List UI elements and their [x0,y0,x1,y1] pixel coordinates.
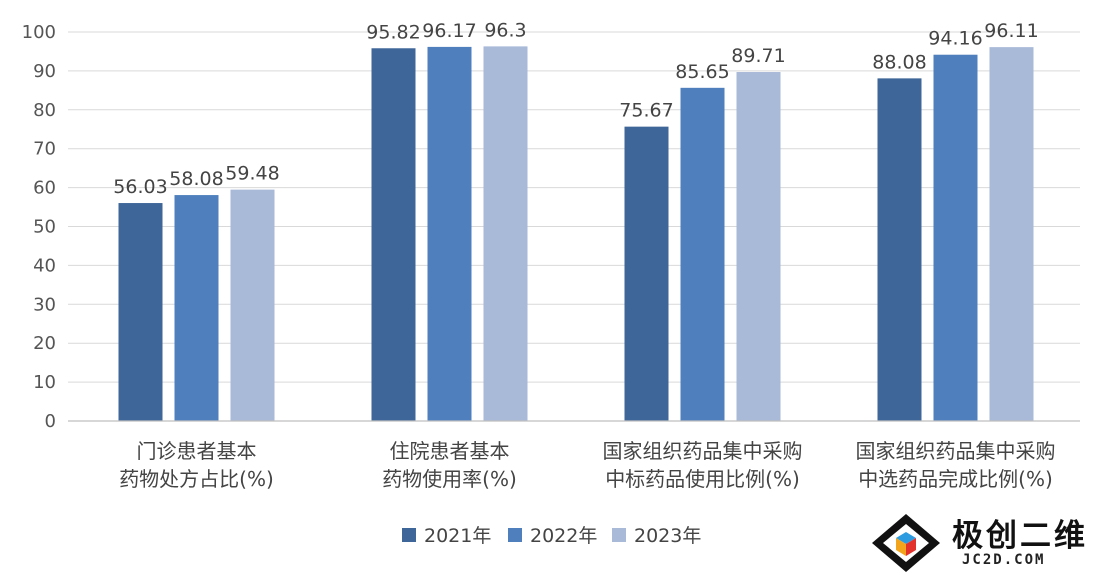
bar [989,47,1034,421]
data-label: 96.3 [484,19,526,41]
data-label: 88.08 [872,51,926,73]
data-label: 96.17 [422,20,476,42]
bar [483,46,528,421]
y-tick-label: 60 [33,178,56,199]
bar [877,78,922,421]
category-label: 药物处方占比(%) [119,467,274,491]
data-label: 89.71 [731,45,785,67]
data-label: 94.16 [928,28,982,50]
y-tick-label: 10 [33,372,56,393]
bar [174,195,219,421]
y-axis-tick-labels: 0 10 20 30 40 50 60 70 80 90 100 [22,22,56,432]
legend-swatch [612,528,626,542]
legend-label: 2021年 [424,525,491,547]
bar [230,189,275,421]
legend-label: 2023年 [634,525,701,547]
watermark-text: 极创二维 [952,518,1088,554]
watermark-logo: 极创二维 JC2D.COM [868,510,1112,576]
bar [680,87,725,421]
category-labels: 门诊患者基本药物处方占比(%)住院患者基本药物使用率(%)国家组织药品集中采购中… [119,439,1055,491]
y-tick-label: 0 [45,411,56,432]
y-tick-label: 100 [22,22,56,43]
y-tick-label: 20 [33,333,56,354]
y-tick-label: 50 [33,217,56,238]
y-tick-label: 40 [33,255,56,276]
diamond-logo-icon [872,514,940,572]
bar [624,126,669,421]
data-label: 58.08 [169,168,223,190]
category-label: 国家组织药品集中采购 [856,439,1056,463]
data-label: 95.82 [366,21,420,43]
category-label: 中标药品使用比例(%) [605,467,800,491]
y-tick-label: 80 [33,100,56,121]
data-label: 96.11 [984,20,1038,42]
category-label: 国家组织药品集中采购 [603,439,803,463]
legend-label: 2022年 [530,525,597,547]
watermark-subtext: JC2D.COM [962,552,1046,568]
category-label: 药物使用率(%) [382,467,517,491]
bar [933,54,978,422]
category-label: 中选药品完成比例(%) [858,467,1053,491]
bar [371,48,416,422]
bar [427,46,472,421]
category-label: 门诊患者基本 [137,439,257,463]
data-label: 56.03 [113,176,167,198]
legend-swatch [402,528,416,542]
bar [736,72,781,421]
y-tick-label: 30 [33,294,56,315]
y-tick-label: 90 [33,61,56,82]
gridlines [68,31,1080,383]
data-label: 59.48 [225,163,279,185]
legend-swatch [508,528,522,542]
bars [118,46,1034,422]
y-tick-label: 70 [33,139,56,160]
category-label: 住院患者基本 [390,439,510,463]
bar [118,203,163,421]
data-label: 75.67 [619,100,673,122]
data-label: 85.65 [675,61,729,83]
legend: 2021年 2022年 2023年 [402,525,701,547]
